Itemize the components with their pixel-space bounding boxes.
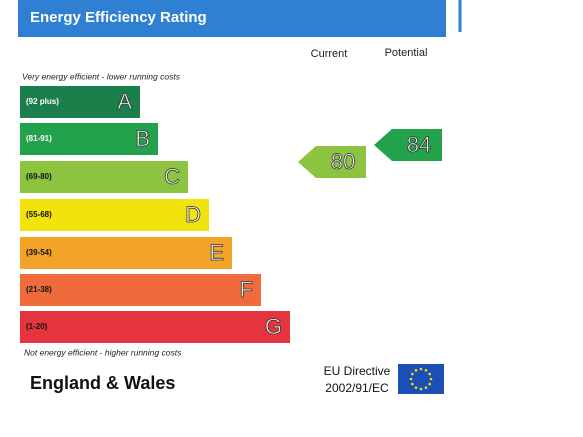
band-range: (81-91) — [26, 134, 52, 143]
band-letter: E — [209, 240, 224, 265]
band — [20, 86, 140, 118]
directive-code: 2002/91/EC — [325, 381, 389, 395]
top-note: Very energy efficient - lower running co… — [22, 71, 181, 81]
band — [20, 311, 290, 343]
column-header: Current — [311, 48, 348, 60]
eu-star — [424, 369, 428, 372]
eu-star — [409, 377, 413, 381]
eu-star — [424, 386, 428, 389]
band-letter: F — [240, 277, 253, 302]
potential-value: 84 — [407, 132, 431, 157]
band-range: (69-80) — [26, 172, 52, 181]
eu-star — [411, 372, 414, 376]
band-range: (39-54) — [26, 248, 52, 257]
band-letter: B — [135, 126, 150, 151]
directive: EU Directive — [324, 364, 391, 378]
band-range: (1-20) — [26, 322, 48, 331]
eu-star — [419, 387, 423, 391]
eu-star — [429, 377, 433, 381]
eu-star — [414, 386, 418, 389]
current-value: 80 — [331, 149, 355, 174]
current-arrow — [298, 146, 366, 178]
band — [20, 161, 188, 193]
band — [20, 274, 261, 306]
band — [20, 123, 158, 155]
bottom-note: Not energy efficient - higher running co… — [24, 347, 182, 357]
eu-star — [428, 372, 431, 376]
eu-star — [428, 382, 431, 386]
column-header: Potential — [385, 47, 428, 59]
potential-arrow — [374, 129, 442, 161]
band — [20, 199, 209, 231]
band-range: (21-38) — [26, 285, 52, 294]
band-letter: C — [164, 164, 180, 189]
band-letter: A — [117, 89, 132, 114]
header-bar — [18, 0, 446, 37]
title: Energy Efficiency Rating — [30, 9, 207, 26]
region: England & Wales — [30, 373, 175, 393]
eu-star — [419, 367, 423, 371]
eu-star — [414, 369, 418, 372]
band-range: (55-68) — [26, 210, 52, 219]
band — [20, 237, 232, 269]
band-letter: G — [265, 314, 282, 339]
eu-star — [411, 382, 414, 386]
band-range: (92 plus) — [26, 97, 59, 106]
band-letter: D — [185, 202, 201, 227]
eu-stars — [409, 367, 433, 391]
